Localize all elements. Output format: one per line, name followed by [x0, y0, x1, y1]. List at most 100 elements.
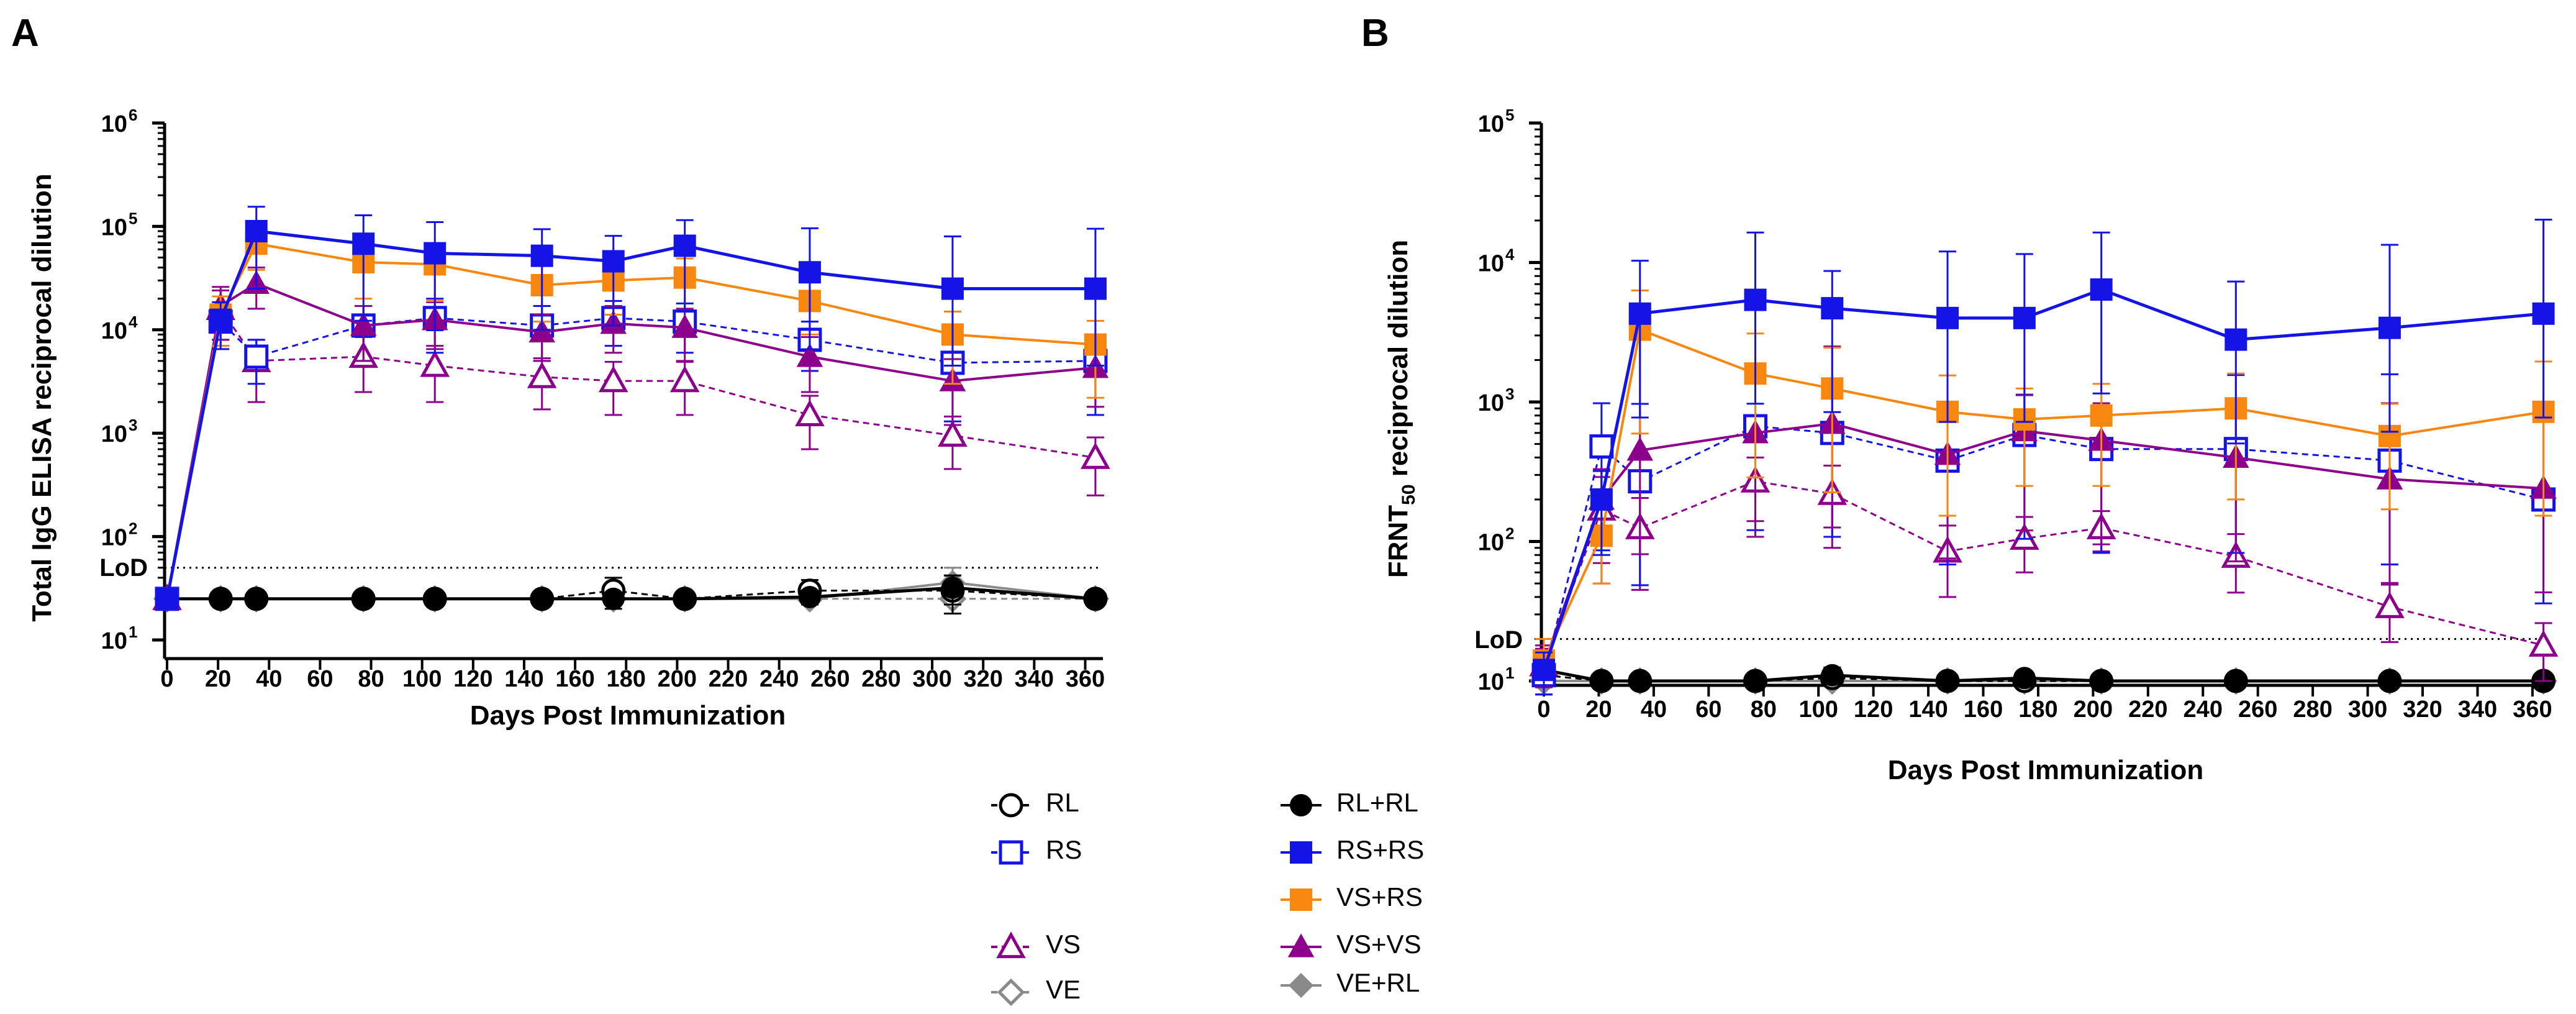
- data-point: [1628, 670, 1651, 692]
- y-tick-label-exponent: 1: [1505, 664, 1514, 682]
- legend-label-ve: VE: [1046, 975, 1081, 1004]
- legend-marker-vs: [996, 931, 1026, 959]
- x-tick-label: 0: [1537, 697, 1550, 723]
- series-rs: [1531, 373, 2556, 696]
- data-point: [941, 277, 964, 300]
- panel-a-lod-label: LoD: [99, 554, 148, 582]
- y-tick-label-exponent: 5: [129, 209, 137, 227]
- x-tick-label: 220: [709, 666, 748, 692]
- legend-marker-vs-rs: [1290, 888, 1312, 911]
- x-tick-label: 160: [555, 666, 594, 692]
- data-point: [530, 587, 553, 610]
- data-point: [2528, 629, 2559, 657]
- x-tick-label: 200: [658, 666, 697, 692]
- legend-label-rl: RL: [1046, 788, 1079, 817]
- data-point: [1936, 670, 1959, 692]
- x-tick-label: 40: [256, 666, 282, 692]
- data-point: [352, 587, 375, 610]
- x-tick-label: 180: [2018, 697, 2057, 723]
- panel-b-x-axis-title: Days Post Immunization: [1888, 755, 2204, 785]
- legend-label-rl-rl: RL+RL: [1336, 788, 1418, 817]
- panel-b-letter: B: [1361, 12, 1389, 55]
- data-point: [352, 232, 375, 255]
- x-tick-label: 60: [1695, 697, 1721, 723]
- data-point: [2378, 316, 2401, 339]
- x-tick-label: 280: [2293, 697, 2332, 723]
- data-point: [598, 365, 628, 393]
- data-point: [1744, 670, 1767, 692]
- data-point: [424, 587, 447, 610]
- data-point: [671, 314, 698, 338]
- y-tick-label: 10: [101, 421, 127, 447]
- legend-marker-vs-vs: [1287, 933, 1315, 957]
- data-point: [938, 420, 968, 447]
- x-tick-label: 120: [1854, 697, 1893, 723]
- y-tick-label-exponent: 6: [129, 106, 137, 124]
- y-tick-label: 10: [1478, 390, 1504, 416]
- data-point: [2090, 278, 2113, 301]
- x-tick-label: 140: [1908, 697, 1948, 723]
- data-point: [2013, 306, 2036, 329]
- panel-b-lod-label: LoD: [1474, 626, 1523, 654]
- legend-marker-rl-rl: [1290, 794, 1312, 816]
- legend-marker-rs: [999, 840, 1023, 865]
- series-rl-rl: [1533, 659, 2555, 692]
- data-point: [527, 361, 557, 388]
- legend-label-vs-vs: VS+VS: [1336, 930, 1422, 959]
- x-tick-label: 240: [2184, 697, 2223, 723]
- y-tick-label: 10: [101, 318, 127, 344]
- legend-marker-rl: [999, 793, 1023, 818]
- x-tick-label: 340: [1015, 666, 1054, 692]
- data-point: [2225, 670, 2247, 692]
- x-tick-label: 0: [160, 666, 173, 692]
- legend-label-rs-rs: RS+RS: [1336, 835, 1424, 864]
- data-point: [1084, 587, 1107, 610]
- series-vs: [1529, 456, 2559, 696]
- x-tick-label: 40: [1641, 697, 1667, 723]
- data-point: [673, 587, 696, 610]
- y-tick-label-exponent: 5: [1505, 106, 1514, 124]
- panel-a-y-axis-title: Total IgG ELISA reciprocal dilution: [27, 173, 57, 621]
- data-point: [795, 400, 825, 427]
- y-tick-label-exponent: 2: [129, 519, 137, 538]
- data-point: [1590, 488, 1613, 511]
- x-tick-label: 260: [810, 666, 850, 692]
- y-tick-label: 10: [101, 214, 127, 240]
- data-point: [1081, 442, 1110, 469]
- y-tick-label-exponent: 4: [1505, 245, 1515, 264]
- x-tick-label: 100: [1798, 697, 1838, 723]
- panel-b-y-axis-title-main: FRNT: [1383, 505, 1413, 578]
- panel-a-letter: A: [11, 12, 39, 55]
- y-tick-label: 10: [1478, 669, 1504, 695]
- x-tick-label: 360: [2513, 697, 2552, 723]
- legend-label-ve-rl: VE+RL: [1336, 968, 1420, 997]
- panel-b-y-axis-title: FRNT50 reciprocal dilution: [1383, 240, 1419, 578]
- data-point: [941, 576, 964, 599]
- data-point: [669, 365, 700, 393]
- x-tick-label: 300: [912, 666, 951, 692]
- series-rl-rl: [156, 574, 1107, 610]
- data-point: [602, 250, 625, 273]
- series-vs-vs: [1530, 336, 2557, 688]
- x-tick-label: 240: [760, 666, 799, 692]
- data-point: [244, 344, 269, 369]
- series-rs-rs: [1533, 218, 2555, 696]
- legend-marker-ve-rl: [1288, 972, 1314, 998]
- y-tick-label-exponent: 4: [129, 313, 138, 331]
- data-point: [2013, 667, 2036, 690]
- x-tick-label: 340: [2458, 697, 2497, 723]
- x-tick-label: 320: [963, 666, 1002, 692]
- y-tick-label-exponent: 3: [1505, 385, 1514, 403]
- data-point: [798, 261, 821, 284]
- legend-label-vs-rs: VS+RS: [1336, 882, 1423, 911]
- data-point: [1821, 297, 1844, 320]
- data-point: [245, 220, 268, 243]
- x-tick-label: 100: [402, 666, 442, 692]
- legend-label-rs: RS: [1046, 835, 1082, 864]
- x-tick-label: 280: [861, 666, 900, 692]
- series-vs: [152, 290, 1110, 610]
- data-point: [1533, 659, 1555, 682]
- data-point: [530, 244, 553, 267]
- data-point: [2375, 591, 2405, 618]
